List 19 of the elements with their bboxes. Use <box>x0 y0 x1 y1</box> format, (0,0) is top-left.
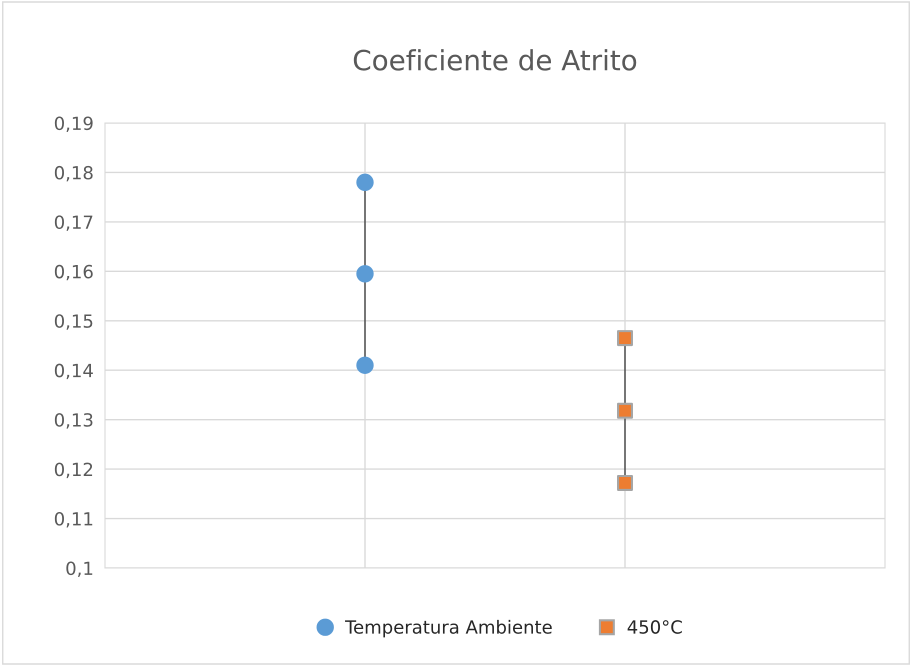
y-tick-label: 0,13 <box>54 413 92 429</box>
point <box>617 474 633 491</box>
point <box>617 402 633 419</box>
y-tick-label: 0,18 <box>54 166 93 182</box>
point <box>356 174 374 192</box>
y-tick-label: 0,11 <box>54 512 92 528</box>
y-tick-label: 0,17 <box>54 215 92 231</box>
point <box>356 356 374 374</box>
y-tick-label: 0,1 <box>66 561 92 577</box>
chart-title: Coeficiente de Atrito <box>354 49 636 71</box>
y-tick-label: 0,14 <box>54 364 93 380</box>
y-tick-label: 0,12 <box>54 462 92 478</box>
y-tick-label: 0,16 <box>54 264 93 280</box>
y-tick-label: 0,15 <box>54 314 92 330</box>
point <box>617 330 633 346</box>
y-tick-label: 0,19 <box>54 116 93 132</box>
legend-label: 450°C <box>628 620 682 634</box>
point <box>356 265 374 282</box>
legend-label: Temperatura Ambiente <box>345 620 552 638</box>
